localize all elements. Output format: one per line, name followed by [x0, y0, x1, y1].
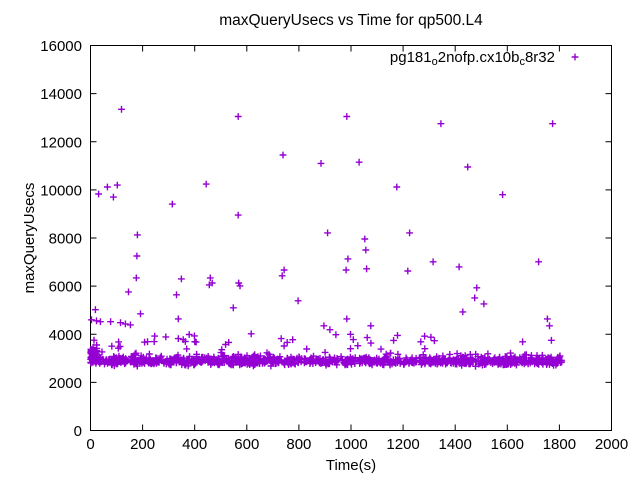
y-tick-label: 10000	[40, 182, 82, 199]
plot-border	[90, 45, 612, 431]
x-tick-label: 600	[234, 436, 259, 453]
x-tick-label: 0	[86, 436, 94, 453]
x-tick-label: 200	[130, 436, 155, 453]
y-tick-label: 6000	[49, 279, 82, 296]
x-axis-label: Time(s)	[326, 457, 376, 474]
axis-ticks	[90, 45, 612, 431]
x-tick-label: 1200	[386, 436, 419, 453]
x-tick-label: 1800	[543, 436, 576, 453]
y-tick-label: 4000	[49, 327, 82, 344]
x-tick-label: 1000	[334, 436, 367, 453]
y-axis-label: maxQueryUsecs	[21, 183, 38, 294]
y-tick-label: 8000	[49, 231, 82, 248]
axes: 0 200 400 600 800 1000 1200 1400 1600 1800 2000 0 20…	[40, 38, 628, 453]
chart-title: maxQueryUsecs vs Time for qp500.L4	[219, 12, 483, 29]
x-tick-label: 1600	[491, 436, 524, 453]
x-tick-label: 1400	[439, 436, 472, 453]
y-tick-label: 14000	[40, 86, 82, 103]
y-tick-label: 2000	[49, 375, 82, 392]
y-tick-label: 0	[74, 423, 82, 440]
x-tick-label: 800	[286, 436, 311, 453]
y-tick-label: 16000	[40, 38, 82, 55]
x-tick-label: 2000	[595, 436, 628, 453]
series-outlier-points	[88, 105, 556, 346]
x-tick-label: 400	[182, 436, 207, 453]
data-points	[87, 105, 566, 370]
legend-label: pg181o2nofp.cx10bc8r32	[390, 49, 555, 68]
y-tick-label: 12000	[40, 134, 82, 151]
legend: pg181o2nofp.cx10bc8r32	[390, 49, 579, 68]
series-band-points	[87, 330, 566, 370]
legend-marker-icon	[571, 53, 579, 61]
